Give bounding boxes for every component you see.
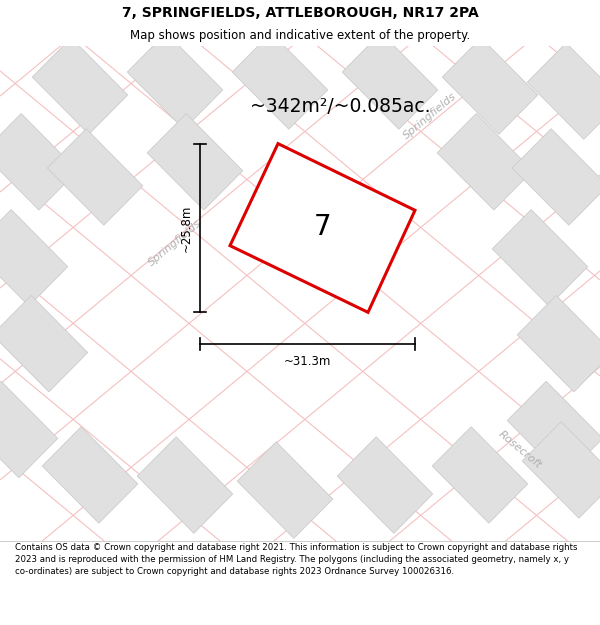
Polygon shape [442, 38, 538, 134]
Text: ~31.3m: ~31.3m [284, 356, 331, 368]
Text: ~342m²/~0.085ac.: ~342m²/~0.085ac. [250, 97, 430, 116]
Polygon shape [437, 114, 533, 210]
Polygon shape [0, 381, 58, 478]
Polygon shape [0, 209, 68, 306]
Polygon shape [492, 209, 588, 306]
Text: Rosecroft: Rosecroft [497, 429, 544, 471]
Polygon shape [32, 38, 128, 134]
Text: Map shows position and indicative extent of the property.: Map shows position and indicative extent… [130, 29, 470, 42]
Text: 7, SPRINGFIELDS, ATTLEBOROUGH, NR17 2PA: 7, SPRINGFIELDS, ATTLEBOROUGH, NR17 2PA [122, 6, 478, 20]
Polygon shape [147, 114, 243, 210]
Text: Springfields: Springfields [401, 91, 458, 141]
Polygon shape [237, 442, 333, 538]
Text: ~25.8m: ~25.8m [179, 204, 193, 252]
Polygon shape [512, 129, 600, 225]
Text: 7: 7 [314, 214, 332, 241]
Polygon shape [47, 129, 143, 225]
Polygon shape [230, 144, 415, 312]
Text: Contains OS data © Crown copyright and database right 2021. This information is : Contains OS data © Crown copyright and d… [15, 543, 577, 576]
Polygon shape [0, 114, 78, 210]
Polygon shape [42, 427, 138, 523]
Polygon shape [0, 296, 88, 392]
Polygon shape [527, 43, 600, 139]
Polygon shape [127, 32, 223, 129]
Text: Springfields: Springfields [146, 217, 203, 268]
Polygon shape [522, 422, 600, 518]
Polygon shape [432, 427, 528, 523]
Polygon shape [232, 32, 328, 129]
Polygon shape [342, 32, 438, 129]
Polygon shape [517, 296, 600, 392]
Polygon shape [137, 437, 233, 533]
Polygon shape [337, 437, 433, 533]
Polygon shape [507, 381, 600, 478]
